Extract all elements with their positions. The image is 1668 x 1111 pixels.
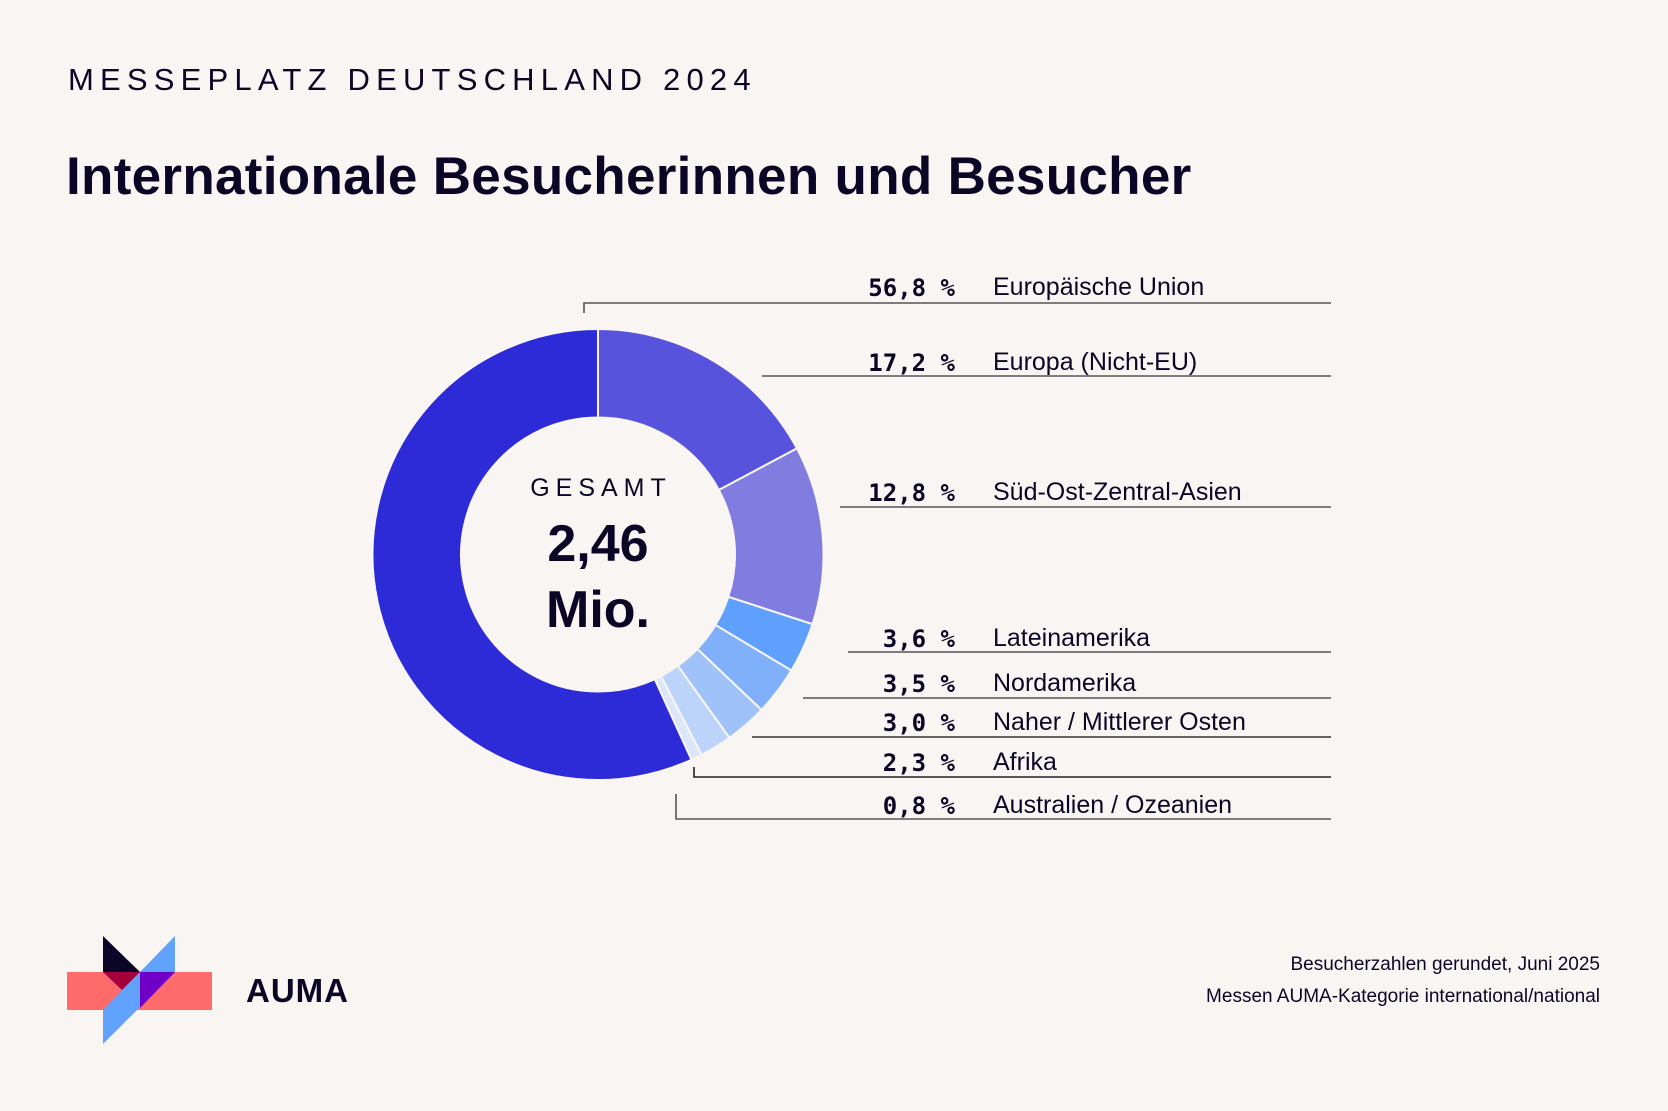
data-label-percent: 0,8 % bbox=[882, 792, 955, 820]
kicker: MESSEPLATZ DEUTSCHLAND 2024 bbox=[68, 62, 757, 97]
legend-label: Afrika bbox=[993, 748, 1057, 776]
legend-label: Süd-Ost-Zentral-Asien bbox=[993, 478, 1242, 506]
legend-label: Europäische Union bbox=[993, 273, 1205, 301]
total-unit: Mio. bbox=[546, 581, 650, 639]
legend-label: Europa (Nicht-EU) bbox=[993, 348, 1198, 376]
leader-line bbox=[675, 794, 1331, 820]
legend-label: Lateinamerika bbox=[993, 624, 1151, 652]
total-label: GESAMT bbox=[530, 474, 672, 502]
footnote-rounding: Besucherzahlen gerundet, Juni 2025 bbox=[1290, 954, 1600, 975]
auma-logo-icon bbox=[67, 936, 212, 1044]
legend-label: Australien / Ozeanien bbox=[993, 791, 1233, 819]
data-label-percent: 3,0 % bbox=[882, 709, 955, 737]
page-title: Internationale Besucherinnen und Besuche… bbox=[66, 147, 1192, 206]
leader-line bbox=[583, 302, 1331, 313]
total-value: 2,46 bbox=[547, 515, 649, 573]
data-label-percent: 2,3 % bbox=[882, 749, 955, 777]
data-label-percent: 17,2 % bbox=[868, 349, 955, 377]
brand-name: AUMA bbox=[246, 972, 349, 1009]
logo-crimson-piece bbox=[103, 972, 140, 990]
data-label-percent: 12,8 % bbox=[868, 479, 955, 507]
data-label-percent: 56,8 % bbox=[868, 274, 955, 302]
legend-label: Naher / Mittlerer Osten bbox=[993, 708, 1246, 736]
data-label-percent: 3,5 % bbox=[882, 670, 955, 698]
legend-label: Nordamerika bbox=[993, 669, 1137, 697]
logo-purple-piece bbox=[140, 972, 175, 1008]
data-label-percent: 3,6 % bbox=[882, 625, 955, 653]
leader-line bbox=[693, 767, 1331, 778]
footnote-category: Messen AUMA-Kategorie international/nati… bbox=[1206, 986, 1600, 1007]
donut-slice-europäische-union bbox=[371, 327, 693, 781]
logo-blue-shape bbox=[103, 936, 175, 1044]
logo-dark-triangle bbox=[103, 936, 140, 972]
